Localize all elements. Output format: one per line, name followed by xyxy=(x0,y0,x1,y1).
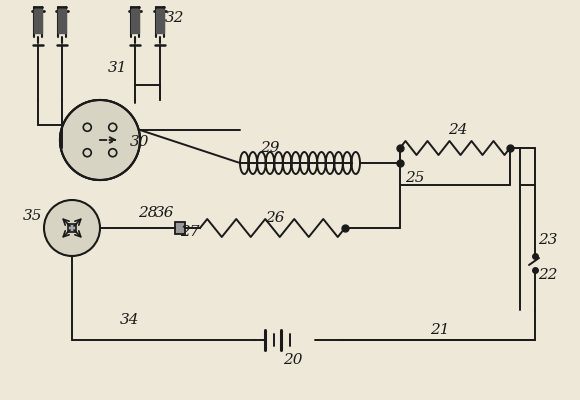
Circle shape xyxy=(84,149,91,157)
Bar xyxy=(175,222,185,234)
Text: 26: 26 xyxy=(265,211,285,225)
Text: 28: 28 xyxy=(138,206,158,220)
Text: 35: 35 xyxy=(23,209,43,223)
Text: 29: 29 xyxy=(260,141,280,155)
Text: 20: 20 xyxy=(283,353,303,367)
Text: 22: 22 xyxy=(538,268,558,282)
Text: 25: 25 xyxy=(405,171,425,185)
Circle shape xyxy=(108,123,117,131)
Text: 34: 34 xyxy=(120,313,140,327)
Text: 36: 36 xyxy=(155,206,175,220)
Circle shape xyxy=(84,123,91,131)
Text: 27: 27 xyxy=(180,225,200,239)
Text: 24: 24 xyxy=(448,123,467,137)
Text: 23: 23 xyxy=(538,233,558,247)
Bar xyxy=(68,224,76,232)
Text: 31: 31 xyxy=(108,61,128,75)
Circle shape xyxy=(60,100,140,180)
Text: 21: 21 xyxy=(430,323,450,337)
Text: 32: 32 xyxy=(165,11,185,25)
Circle shape xyxy=(108,149,117,157)
Circle shape xyxy=(44,200,100,256)
Text: 30: 30 xyxy=(130,135,150,149)
